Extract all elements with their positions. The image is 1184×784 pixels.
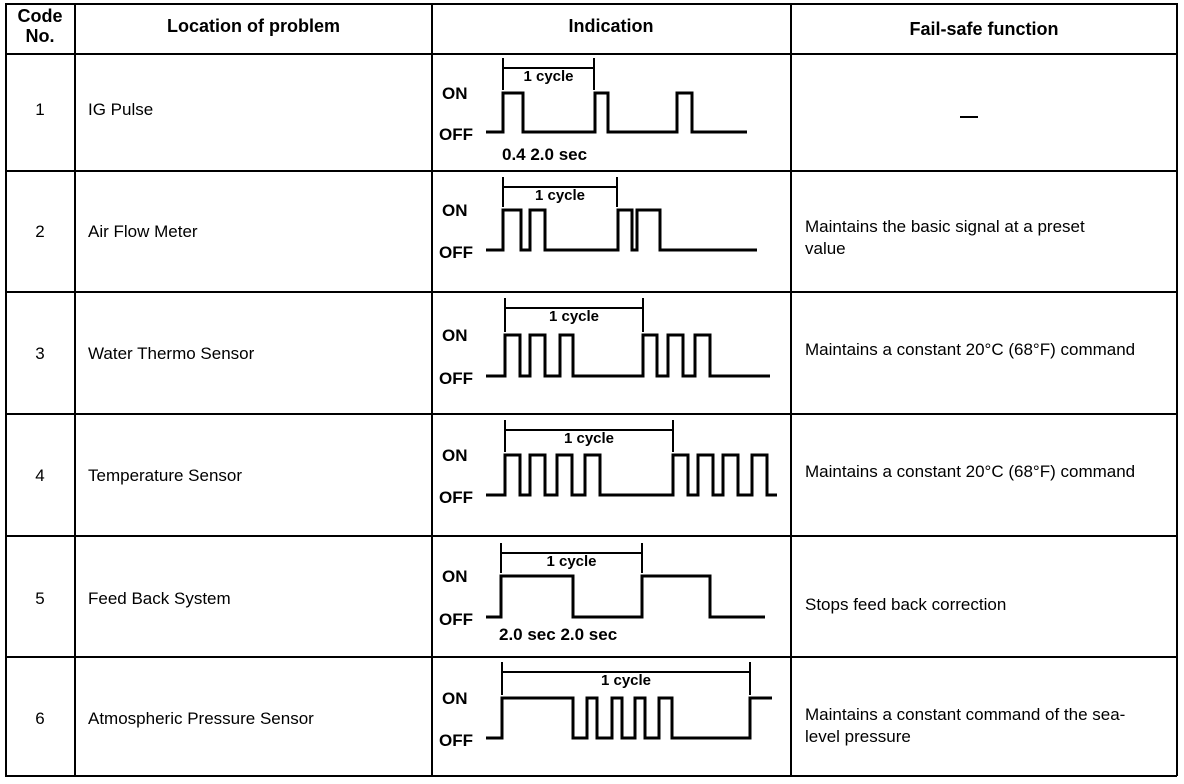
problem-location: Water Thermo Sensor: [88, 344, 255, 363]
column-divider: [1176, 3, 1178, 776]
on-label: ON: [442, 446, 468, 465]
cycle-label: 1 cycle: [546, 553, 596, 570]
header-code-line1: Code: [17, 6, 63, 26]
cycle-label: 1 cycle: [601, 672, 651, 689]
column-divider: [431, 3, 433, 776]
header-code-line2: No.: [25, 26, 55, 46]
code-number: 5: [35, 589, 45, 608]
row-divider: [5, 170, 1177, 172]
row-divider: [5, 656, 1177, 658]
failsafe-function: Maintains a constant 20°C (68°F) command: [805, 462, 1136, 481]
failsafe-function: Stops feed back correction: [805, 595, 1007, 614]
signal-waveform: [486, 208, 757, 252]
code-number: 3: [35, 344, 45, 363]
header-location: Location of problem: [167, 16, 340, 36]
failsafe-function: Maintains a constant 20°C (68°F) command: [805, 340, 1136, 359]
row-divider: [5, 413, 1177, 415]
problem-location: Atmospheric Pressure Sensor: [88, 709, 314, 728]
on-label: ON: [442, 689, 468, 708]
column-divider: [5, 3, 7, 776]
on-label: ON: [442, 201, 468, 220]
header-indication: Indication: [568, 16, 654, 36]
problem-location: Temperature Sensor: [88, 466, 243, 485]
timing-label: 0.4 2.0 sec: [502, 145, 587, 164]
off-label: OFF: [439, 125, 473, 144]
failsafe-none-dash: [960, 116, 978, 118]
problem-location: IG Pulse: [88, 100, 154, 119]
table-border-bottom: [5, 775, 1177, 777]
code-number: 1: [35, 100, 45, 119]
cycle-label: 1 cycle: [535, 187, 585, 204]
off-label: OFF: [439, 731, 473, 750]
off-label: OFF: [439, 243, 473, 262]
table-border-top: [5, 3, 1177, 5]
signal-waveform: [486, 574, 765, 619]
failsafe-function: Maintains a constant command of the sea-…: [805, 705, 1126, 746]
code-number: 6: [35, 709, 45, 728]
signal-waveform: [486, 333, 770, 378]
on-label: ON: [442, 84, 468, 103]
signal-waveform: [486, 453, 777, 497]
column-divider: [790, 3, 792, 776]
on-label: ON: [442, 326, 468, 345]
signal-waveform: [486, 696, 772, 740]
code-number: 2: [35, 222, 45, 241]
header-code: Code No.: [5, 6, 75, 46]
problem-location: Feed Back System: [88, 589, 231, 608]
failsafe-function: Maintains the basic signal at a preset v…: [805, 217, 1085, 258]
row-divider: [5, 291, 1177, 293]
row-divider: [5, 535, 1177, 537]
header-failsafe: Fail-safe function: [909, 19, 1059, 39]
off-label: OFF: [439, 488, 473, 507]
header-divider: [5, 53, 1177, 55]
cycle-label: 1 cycle: [523, 68, 573, 85]
code-number: 4: [35, 466, 45, 485]
off-label: OFF: [439, 369, 473, 388]
cycle-label: 1 cycle: [564, 430, 614, 447]
signal-waveform: [486, 91, 747, 134]
column-divider: [74, 3, 76, 776]
timing-label: 2.0 sec 2.0 sec: [499, 625, 617, 644]
cycle-label: 1 cycle: [549, 308, 599, 325]
on-label: ON: [442, 567, 468, 586]
problem-location: Air Flow Meter: [88, 222, 198, 241]
off-label: OFF: [439, 610, 473, 629]
